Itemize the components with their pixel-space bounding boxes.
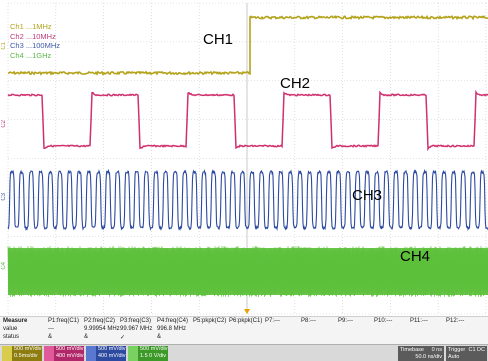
timebase-line2: 50.0 ns/div	[415, 354, 442, 360]
status-label: status	[3, 334, 20, 340]
trigger-line2: Auto	[448, 354, 460, 360]
ch1-trace	[7, 14, 488, 76]
param-value: 996.8 MHz	[157, 326, 187, 332]
param-name: P2:freq(C2)	[84, 318, 116, 324]
measure-label: Measure	[3, 318, 28, 324]
value-label: value	[3, 326, 18, 332]
c2-line1: 500 mV/div	[56, 346, 84, 352]
side-tag-c3: C3	[1, 193, 7, 201]
param-value: ---	[48, 326, 54, 332]
channel-box-c3[interactable]: 500 mV/div 400 mV/div	[86, 346, 126, 361]
param-name: P9:---	[338, 318, 353, 324]
param-name: P12:---	[446, 318, 465, 324]
param-name: P5:pkpk(C2)	[193, 318, 227, 324]
ch4-trace	[7, 245, 488, 298]
param-name: P3:freq(C3)	[120, 318, 152, 324]
side-tag-c2: C2	[1, 120, 7, 128]
trigger-box[interactable]: Trigger C1 DC Auto	[446, 346, 487, 361]
param-status: ✓	[120, 335, 126, 341]
param-name: P8:---	[301, 318, 316, 324]
c1-line1: 500 mV/div	[14, 346, 42, 352]
param-name: P7:---	[265, 318, 280, 324]
legend-ch3: Ch3 ...100MHz	[10, 41, 61, 50]
timebase-title: Timebase	[400, 347, 424, 353]
param-status: &	[48, 334, 53, 340]
param-name: P4:freq(C4)	[157, 318, 189, 324]
timebase-box[interactable]: Timebase 0 ns 50.0 ns/div	[398, 346, 444, 361]
side-tag-c1: C1	[1, 42, 7, 50]
param-name: P11:---	[410, 318, 428, 324]
ch2-trace	[7, 89, 488, 152]
channel-legend: Ch1 ...1MHz Ch2 ...10MHz Ch3 ...100MHz C…	[10, 22, 60, 60]
legend-ch4: Ch4 ...1GHz	[10, 50, 52, 60]
param-status: &	[157, 334, 162, 340]
ch1-label: CH1	[203, 31, 234, 48]
c4-line1: 500 mV/div	[140, 346, 168, 352]
ch3-trace	[7, 168, 488, 232]
trigger-arrow-icon	[244, 309, 250, 314]
c3-line1: 500 mV/div	[98, 346, 126, 352]
channel-box-c2[interactable]: 500 mV/div 400 mV/div	[44, 346, 84, 361]
param-value: 9.99954 MHz	[84, 326, 120, 332]
channel-box-c4[interactable]: 500 mV/div 1.5 0 V/div	[128, 346, 168, 361]
param-value: 99.967 MHz	[120, 326, 153, 332]
param-name: P6:pkpk(C1)	[229, 318, 263, 324]
ch4-label: CH4	[400, 248, 431, 265]
timebase-value: 0 ns	[431, 347, 442, 353]
c3-line2: 400 mV/div	[98, 353, 126, 359]
trigger-value: C1 DC	[468, 347, 485, 353]
c4-line2: 1.5 0 V/div	[140, 353, 166, 359]
measure-table: Measure value status P1:freq(C1) --- & P2:f…	[0, 316, 488, 345]
ch3-label: CH3	[352, 187, 383, 204]
c2-line2: 400 mV/div	[56, 353, 84, 359]
channel-box-c1[interactable]: 500 mV/div 0.5ms/div	[2, 346, 42, 361]
c1-line2: 0.5ms/div	[14, 353, 38, 359]
param-name: P10:---	[374, 318, 393, 324]
bottom-status-bar: 500 mV/div 0.5ms/div 500 mV/div 400 mV/div…	[0, 344, 488, 361]
legend-ch1: Ch1 ...1MHz	[10, 22, 52, 31]
legend-ch2: Ch2 ...10MHz	[10, 31, 56, 41]
trigger-marker	[244, 309, 250, 314]
trigger-title: Trigger	[448, 347, 466, 353]
ch2-label: CH2	[280, 75, 311, 92]
param-name: P1:freq(C1)	[48, 318, 80, 324]
waveform-area[interactable]	[0, 0, 488, 316]
side-tag-c4: C4	[1, 262, 7, 270]
param-status: &	[84, 334, 89, 340]
